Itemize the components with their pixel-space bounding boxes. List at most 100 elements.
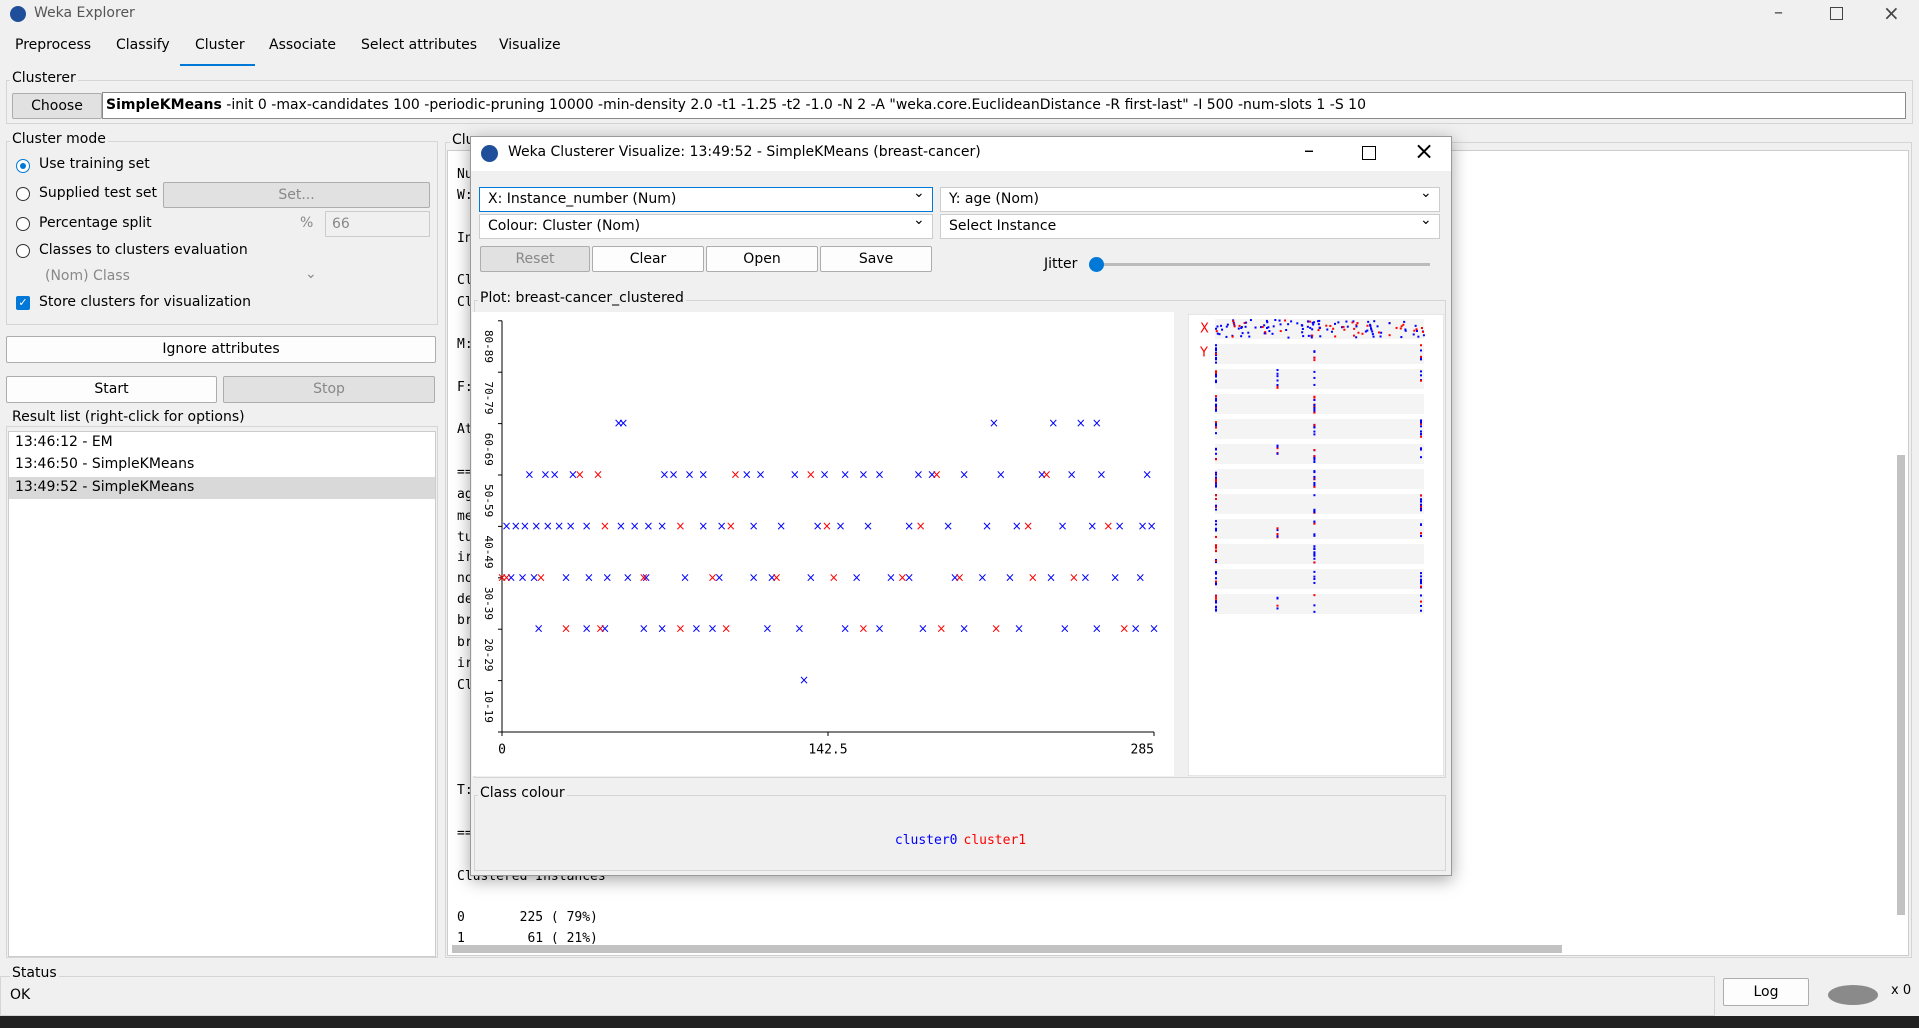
matrix-dot (1215, 571, 1217, 574)
point: × (799, 673, 809, 687)
matrix-dot (1313, 359, 1316, 362)
matrix-dot (1404, 328, 1407, 331)
matrix-dot (1420, 419, 1422, 422)
percent-field[interactable]: 66 (325, 211, 430, 237)
close[interactable]: × (1883, 1, 1900, 25)
maximize[interactable] (1362, 146, 1376, 160)
matrix-dot (1420, 509, 1422, 512)
result-item[interactable]: 13:46:50 - SimpleKMeans (15, 456, 195, 472)
result-item[interactable]: 13:46:12 - EM (15, 434, 113, 450)
matrix-dot (1420, 609, 1422, 612)
tab[interactable]: Cluster (195, 37, 245, 53)
matrix-dot (1417, 335, 1420, 338)
matrix-dot (1215, 535, 1217, 538)
matrix-dot (1231, 335, 1234, 338)
app-icon (10, 6, 26, 22)
matrix-dot (1337, 321, 1340, 324)
matrix-dot (1420, 432, 1422, 435)
minimize[interactable]: – (1304, 138, 1314, 162)
matrix-dot (1307, 334, 1310, 337)
point: × (600, 519, 610, 533)
matrix-dot (1412, 333, 1415, 336)
dialog-title-bar (471, 137, 1451, 171)
clusterer-command[interactable]: SimpleKMeans -init 0 -max-candidates 100… (102, 92, 1906, 119)
scrollbar[interactable] (1897, 455, 1905, 915)
point: × (874, 622, 884, 636)
slider-knob[interactable] (1089, 257, 1104, 272)
point: × (568, 468, 578, 482)
matrix-dot (1313, 471, 1316, 474)
matrix-dot (1215, 358, 1217, 361)
maximize[interactable] (1830, 7, 1843, 20)
point: × (561, 622, 571, 636)
y-select[interactable]: Y: age (Nom) (940, 187, 1440, 212)
result-item[interactable]: 13:49:52 - SimpleKMeans (15, 479, 195, 495)
tab[interactable]: Classify (116, 37, 170, 53)
ignore-button[interactable]: Ignore attributes (6, 336, 436, 363)
radio[interactable] (16, 159, 30, 173)
close[interactable]: × (1414, 137, 1435, 165)
output-line: Cl (457, 273, 473, 288)
radio[interactable] (16, 244, 30, 258)
tab[interactable]: Select attributes (361, 37, 477, 53)
scatter-plot: 0 142.5 285 10-19 20-29 30-39 40-49 50-59 60-69 7… (472, 312, 1174, 776)
point: × (1131, 622, 1141, 636)
point: × (996, 468, 1006, 482)
log-button[interactable]: Log (1723, 978, 1809, 1006)
start-button[interactable]: Start (6, 376, 217, 403)
tab[interactable]: Preprocess (15, 37, 92, 53)
matrix-dot (1215, 494, 1217, 497)
matrix-dot (1313, 494, 1316, 497)
checkbox[interactable]: ✓ (16, 296, 30, 310)
matrix-dot (1215, 347, 1217, 350)
colour-select[interactable]: Colour: Cluster (Nom) (479, 214, 933, 239)
matrix-dot (1313, 520, 1316, 523)
point: × (1115, 519, 1125, 533)
scrollbar[interactable] (452, 945, 1562, 953)
output-line: 0 225 ( 79%) (457, 910, 598, 925)
point: × (943, 519, 953, 533)
matrix-dot (1313, 575, 1316, 578)
matrix-dot (1313, 477, 1316, 480)
matrix-dot (1313, 561, 1316, 564)
reset-button[interactable]: Reset (480, 246, 590, 272)
choose-button[interactable]: Choose (12, 93, 102, 119)
point: × (886, 570, 896, 584)
matrix-dot (1332, 327, 1335, 330)
matrix-dot (1215, 577, 1217, 580)
matrix-dot (1215, 354, 1217, 357)
matrix-dot (1276, 452, 1279, 455)
point: × (641, 570, 651, 584)
minimize[interactable]: – (1774, 2, 1783, 23)
matrix-dot (1356, 322, 1359, 325)
tab[interactable]: Associate (269, 37, 336, 53)
matrix-dot (1402, 323, 1405, 326)
clear-button[interactable]: Clear (592, 246, 704, 272)
matrix-dot (1216, 332, 1219, 335)
set-button[interactable]: Set... (163, 182, 430, 208)
instance-select[interactable]: Select Instance (940, 214, 1440, 239)
matrix-dot (1238, 324, 1241, 327)
save-button[interactable]: Save (820, 246, 932, 272)
open-button[interactable]: Open (706, 246, 818, 272)
matrix-dot (1215, 447, 1217, 450)
point: × (536, 570, 546, 584)
radio-label: Percentage split (39, 215, 152, 231)
matrix-dot (1311, 328, 1314, 331)
radio[interactable] (16, 187, 30, 201)
matrix-dot (1313, 433, 1316, 436)
matrix-dot (1403, 320, 1406, 323)
matrix-dot (1313, 321, 1316, 324)
tab[interactable]: Visualize (499, 37, 561, 53)
point: × (1067, 468, 1077, 482)
class-select[interactable]: (Nom) Class (45, 268, 130, 284)
stop-button[interactable]: Stop (223, 376, 435, 403)
matrix-cell (1215, 319, 1424, 339)
y-tick-label: 60-69 (482, 433, 495, 466)
matrix-dot (1420, 585, 1422, 588)
matrix-dot (1218, 333, 1221, 336)
x-select[interactable]: X: Instance_number (Num) (479, 187, 933, 212)
matrix-dot (1420, 421, 1422, 424)
radio[interactable] (16, 217, 30, 231)
matrix-dot (1420, 370, 1422, 373)
